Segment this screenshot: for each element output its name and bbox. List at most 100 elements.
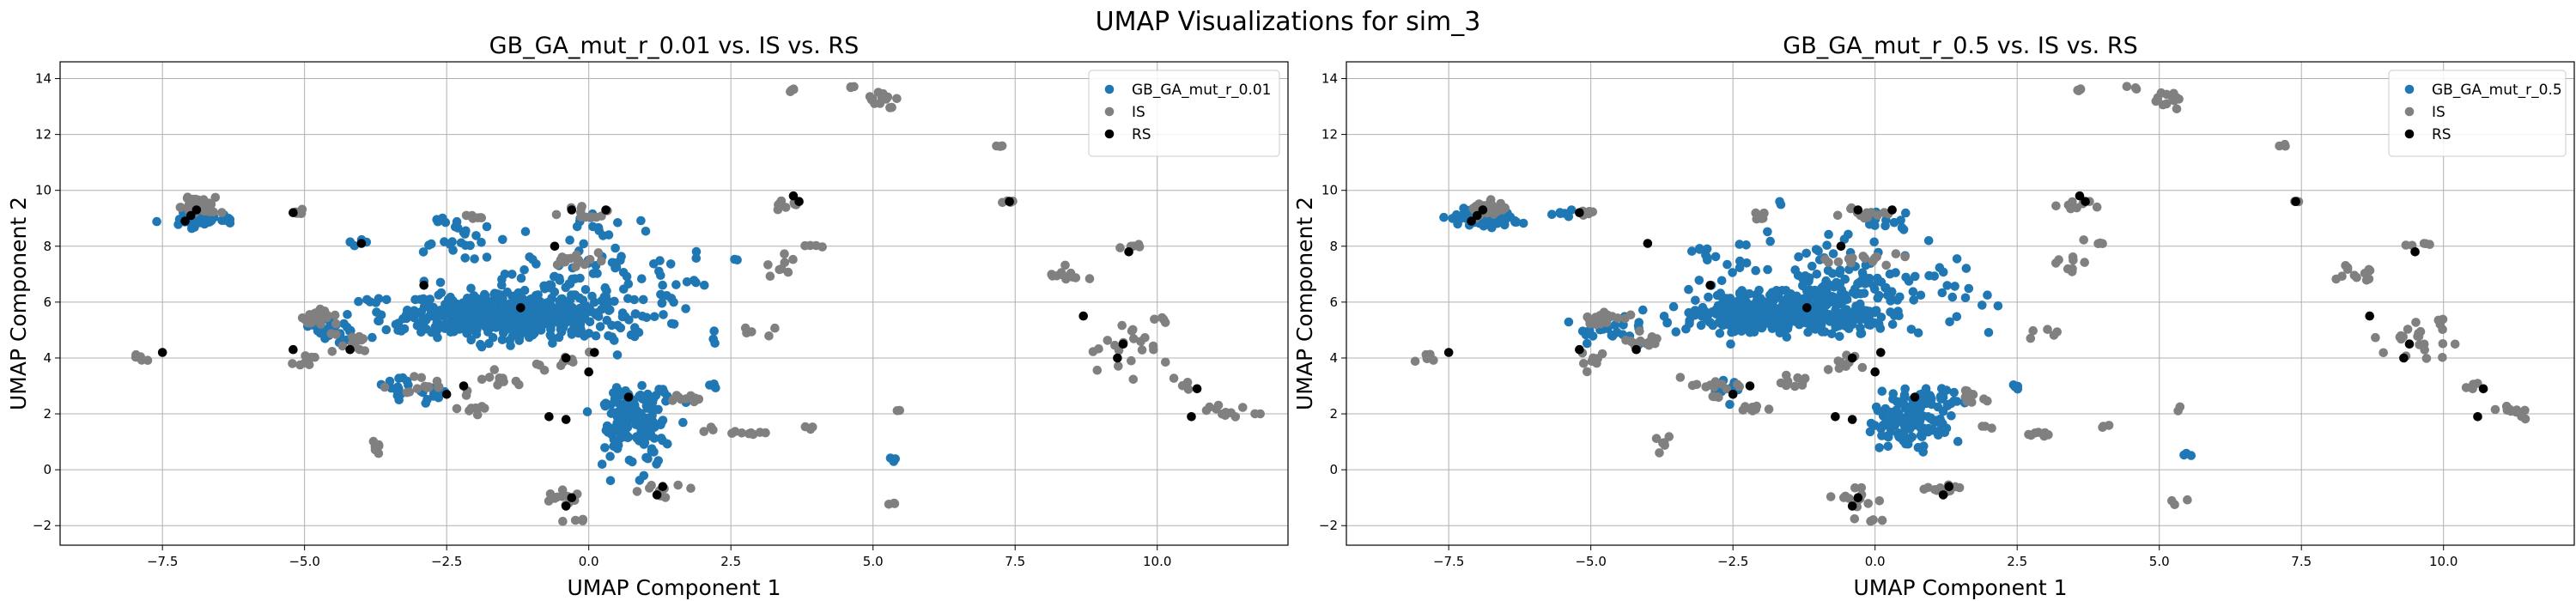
data-point	[1754, 285, 1764, 295]
data-point	[580, 309, 590, 319]
data-point	[464, 314, 474, 325]
x-tick-label: −7.5	[1433, 554, 1464, 569]
data-point	[2490, 404, 2500, 415]
data-point	[794, 197, 804, 206]
data-point	[152, 216, 161, 227]
data-point	[1856, 288, 1866, 299]
data-point	[617, 252, 626, 262]
data-point	[568, 274, 577, 284]
data-point	[1801, 248, 1811, 258]
data-point	[598, 231, 608, 240]
data-point	[1783, 379, 1792, 389]
data-point	[890, 499, 900, 508]
data-point	[1870, 367, 1880, 377]
y-tick-label: 4	[1329, 350, 1338, 366]
data-point	[557, 485, 568, 495]
series-rs	[1443, 191, 2488, 511]
data-point	[637, 274, 647, 284]
data-point	[1585, 319, 1595, 329]
data-point	[603, 422, 612, 433]
data-point	[1826, 492, 1836, 501]
data-point	[1885, 407, 1894, 417]
data-point	[2068, 264, 2077, 274]
data-point	[892, 406, 902, 416]
data-point	[1903, 434, 1913, 444]
data-point	[422, 315, 431, 325]
data-point	[1728, 268, 1737, 277]
data-point	[1889, 217, 1899, 228]
data-point	[1872, 252, 1881, 262]
data-point	[622, 400, 631, 410]
data-point	[289, 208, 298, 217]
data-point	[514, 332, 525, 343]
data-point	[710, 338, 720, 349]
data-point	[557, 258, 567, 268]
data-point	[1877, 431, 1886, 440]
data-point	[1942, 281, 1952, 290]
data-point	[1916, 404, 1925, 413]
data-point	[2438, 314, 2448, 325]
data-point	[1820, 254, 1830, 264]
data-point	[732, 255, 742, 265]
data-point	[1238, 403, 1248, 412]
x-tick-label: −5.0	[289, 554, 319, 569]
data-point	[1900, 384, 1910, 394]
data-point	[1651, 434, 1662, 443]
data-point	[788, 254, 798, 264]
data-point	[288, 359, 297, 368]
data-point	[1886, 427, 1896, 436]
data-point	[1725, 294, 1735, 303]
data-point	[1704, 317, 1715, 327]
data-point	[465, 306, 474, 315]
y-tick-label: 2	[43, 406, 52, 422]
data-point	[1726, 339, 1735, 349]
data-point	[528, 299, 538, 309]
data-point	[1853, 205, 1863, 215]
data-point	[394, 395, 404, 405]
data-point	[1952, 312, 1962, 322]
x-tick-label: 5.0	[2149, 554, 2170, 569]
data-point	[1798, 280, 1807, 290]
y-tick-label: 6	[1329, 294, 1338, 310]
data-point	[1250, 409, 1260, 419]
data-point	[419, 281, 429, 290]
data-point	[800, 422, 811, 432]
data-point	[610, 336, 619, 345]
data-point	[808, 422, 817, 432]
y-tick-label: 0	[43, 462, 52, 477]
data-point	[612, 398, 622, 407]
data-point	[1858, 252, 1868, 261]
data-point	[1812, 270, 1822, 279]
data-point	[781, 203, 791, 212]
data-point	[612, 442, 622, 452]
x-tick-label: −2.5	[1717, 554, 1748, 569]
y-tick-label: 14	[35, 71, 52, 87]
data-point	[1874, 496, 1885, 506]
data-point	[519, 285, 530, 295]
data-point	[430, 391, 440, 400]
data-point	[1781, 302, 1790, 313]
data-point	[605, 452, 615, 461]
data-point	[1964, 283, 1974, 294]
x-tick-label: 5.0	[863, 554, 884, 569]
data-point	[770, 323, 780, 333]
scatter-panel-2: GB_GA_mut_r_0.5 vs. IS vs. RS −7.5 −5.0 −2.…	[1292, 33, 2575, 600]
data-point	[1978, 300, 1987, 310]
data-point	[1728, 390, 1738, 399]
data-point	[580, 331, 589, 341]
data-point	[459, 381, 469, 391]
data-point	[516, 273, 526, 283]
legend-marker	[2404, 84, 2415, 94]
data-point	[2411, 318, 2421, 327]
data-point	[1909, 295, 1918, 305]
data-point	[471, 330, 482, 339]
data-point	[1115, 243, 1125, 252]
data-point	[669, 297, 678, 307]
data-point	[381, 325, 392, 335]
data-point	[1962, 386, 1972, 396]
data-point	[1886, 419, 1896, 429]
data-point	[448, 306, 458, 315]
y-tick-label: 6	[43, 294, 52, 310]
data-point	[438, 305, 448, 315]
